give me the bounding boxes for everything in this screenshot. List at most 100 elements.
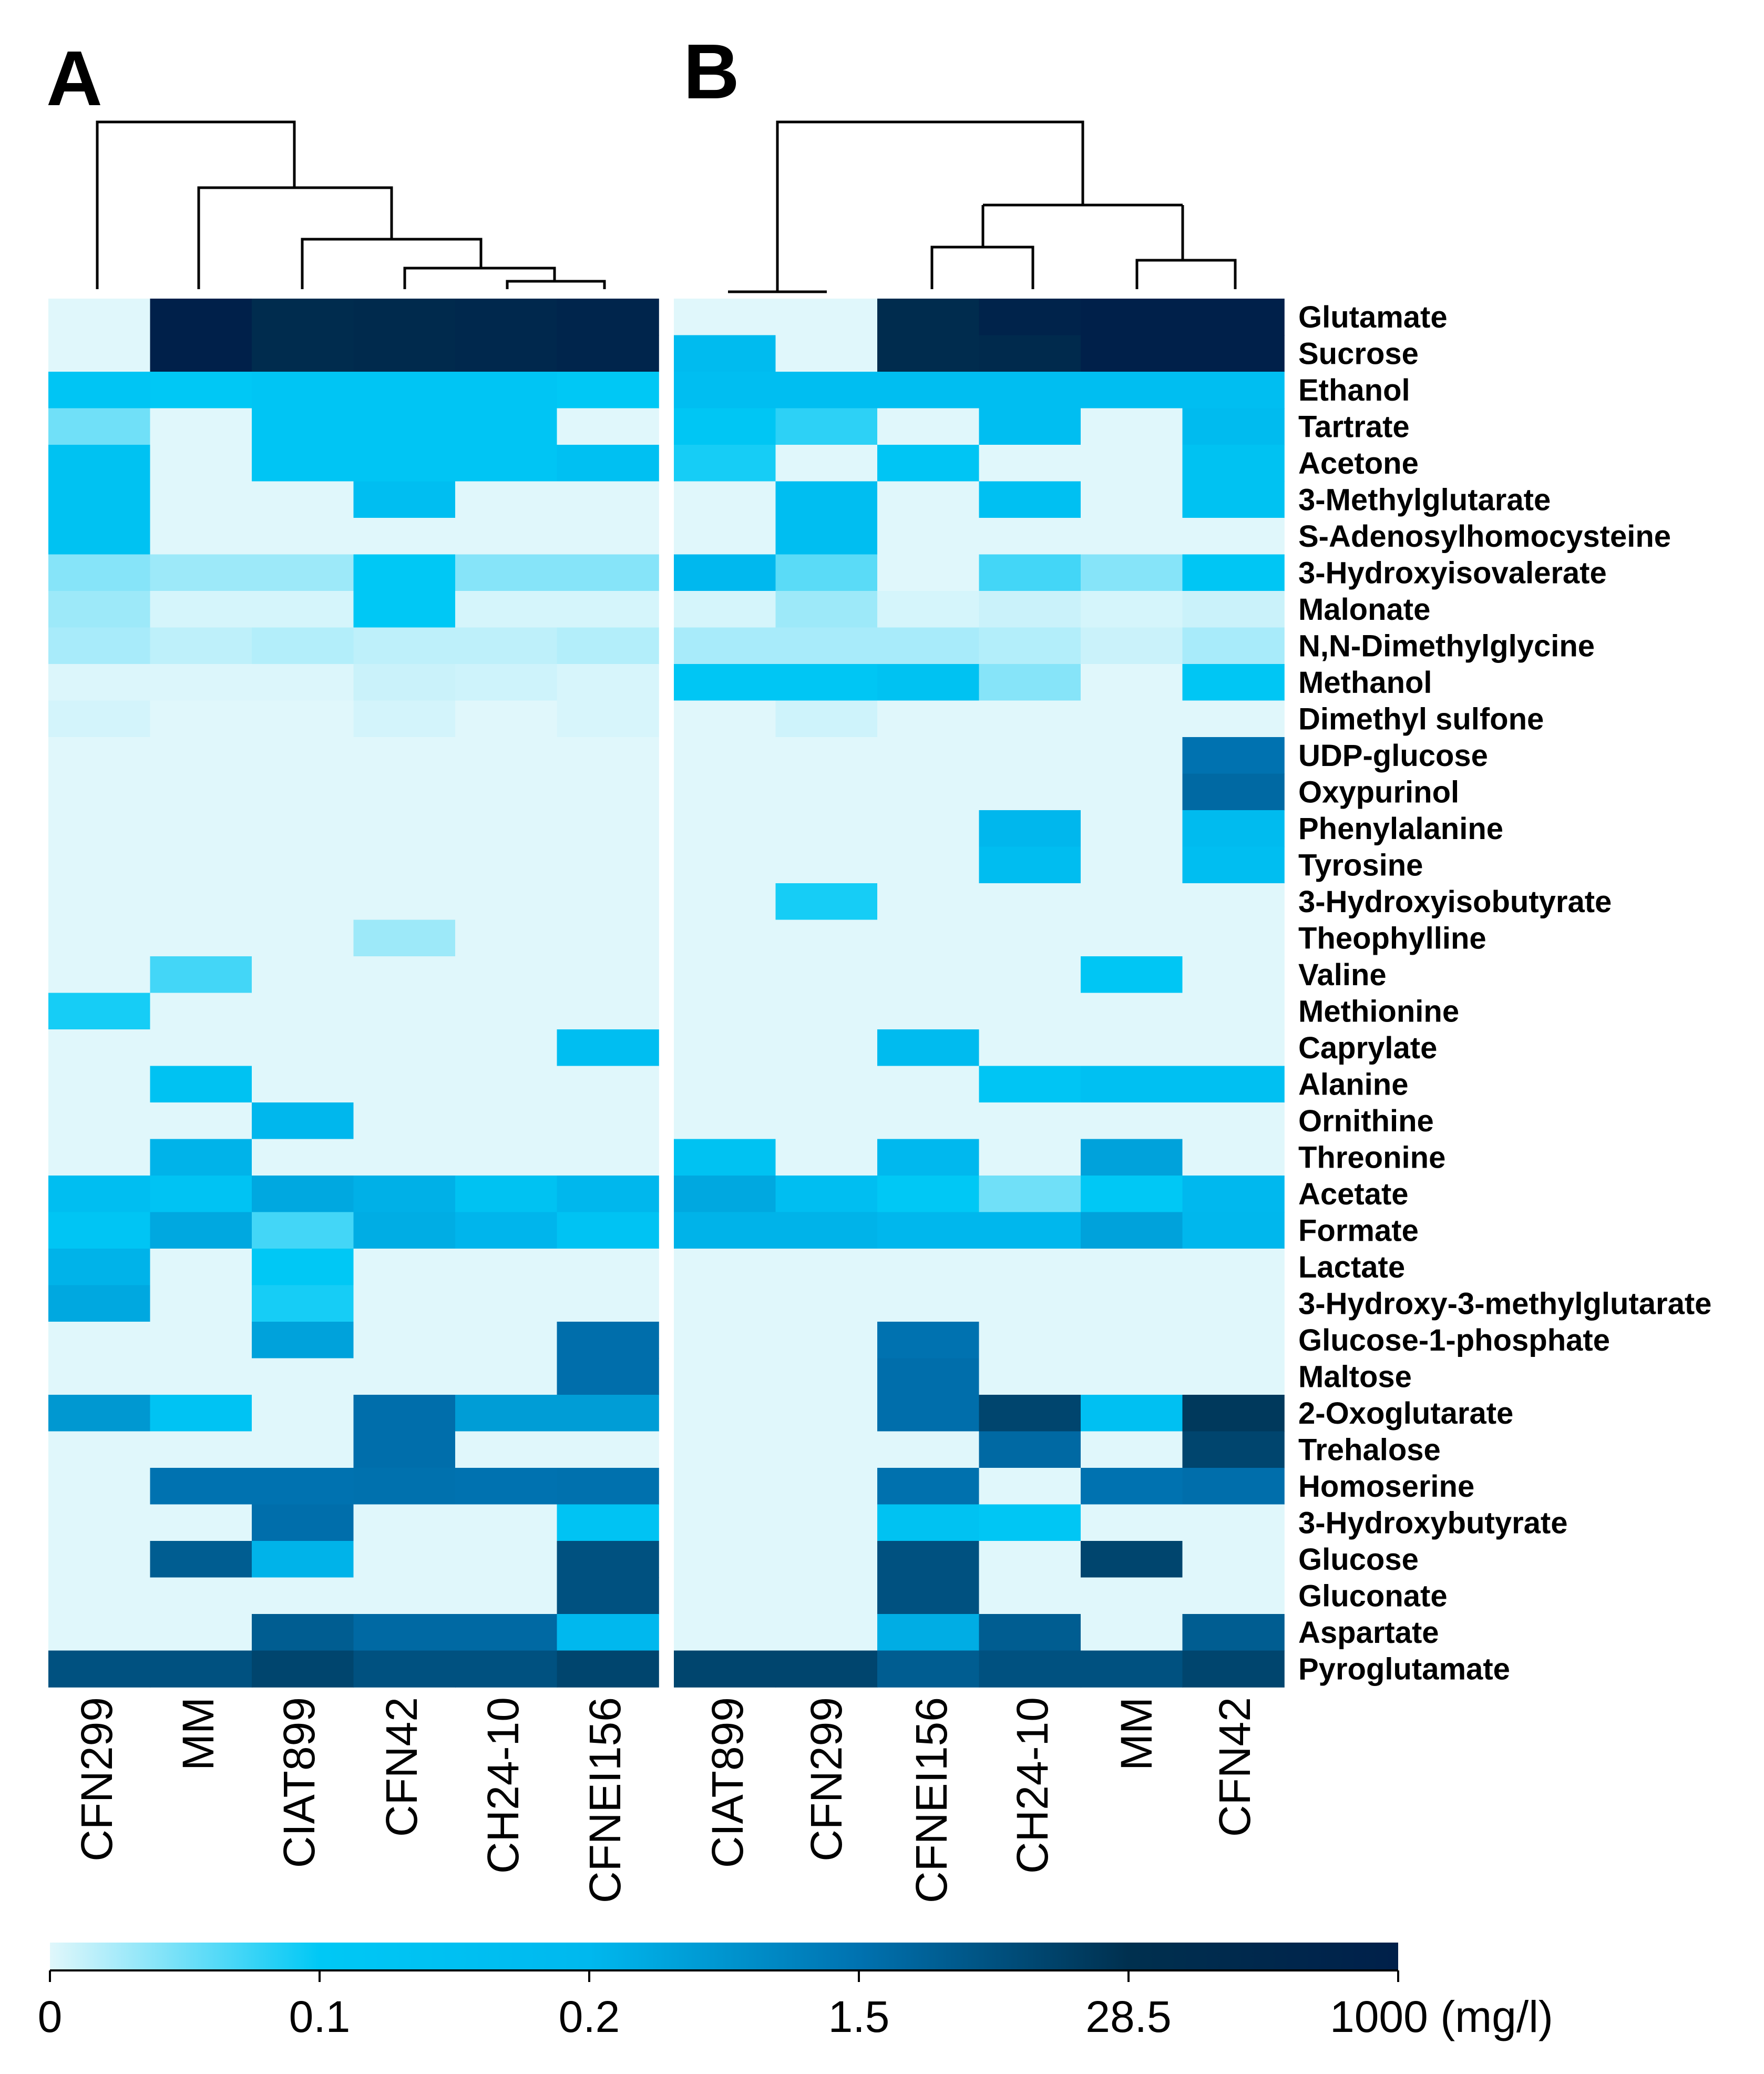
cell-b-r26-c3 — [979, 1249, 1081, 1286]
cell-b-r3-c2 — [877, 408, 980, 445]
cell-a-r21-c2 — [252, 1066, 354, 1103]
cell-a-r19-c1 — [150, 993, 252, 1030]
cell-b-r15-c2 — [877, 846, 980, 884]
cell-a-r2-c1 — [150, 372, 252, 409]
cell-a-r22-c0 — [48, 1102, 151, 1140]
cell-a-r12-c2 — [252, 737, 354, 774]
cell-a-r19-c2 — [252, 993, 354, 1030]
cell-b-r32-c0 — [674, 1468, 776, 1505]
cell-a-r31-c4 — [455, 1431, 558, 1468]
cell-b-r30-c3 — [979, 1395, 1081, 1432]
cell-a-r11-c2 — [252, 700, 354, 738]
cell-a-r25-c0 — [48, 1212, 151, 1249]
cell-b-r4-c0 — [674, 445, 776, 482]
cell-b-r3-c5 — [1182, 408, 1285, 445]
cell-a-r12-c4 — [455, 737, 558, 774]
cell-b-r0-c2 — [877, 299, 980, 336]
cell-a-r25-c5 — [557, 1212, 659, 1249]
cell-b-r11-c4 — [1081, 700, 1183, 738]
cell-a-r9-c5 — [557, 627, 659, 665]
cell-b-r20-c0 — [674, 1029, 776, 1067]
cell-a-r2-c2 — [252, 372, 354, 409]
cell-b-r16-c0 — [674, 883, 776, 921]
heatmap-panel-b — [674, 299, 1285, 1688]
column-label-b-0: CIAT899 — [703, 1697, 752, 1868]
cell-a-r32-c2 — [252, 1468, 354, 1505]
cell-a-r26-c2 — [252, 1249, 354, 1286]
row-label-0: Glutamate — [1298, 300, 1448, 334]
cell-a-r35-c5 — [557, 1577, 659, 1615]
cell-b-r5-c3 — [979, 481, 1081, 518]
cell-a-r16-c5 — [557, 883, 659, 921]
cell-a-r20-c3 — [353, 1029, 456, 1067]
row-label-3: Tartrate — [1298, 410, 1410, 444]
cell-a-r23-c2 — [252, 1139, 354, 1176]
cell-a-r35-c1 — [150, 1577, 252, 1615]
cell-b-r15-c1 — [775, 846, 878, 884]
cell-a-r34-c4 — [455, 1541, 558, 1578]
cell-a-r4-c5 — [557, 445, 659, 482]
cell-b-r29-c2 — [877, 1358, 980, 1395]
cell-b-r25-c3 — [979, 1212, 1081, 1249]
cell-a-r34-c2 — [252, 1541, 354, 1578]
cell-a-r27-c1 — [150, 1285, 252, 1322]
cell-a-r3-c4 — [455, 408, 558, 445]
row-label-10: Methanol — [1298, 666, 1432, 700]
cell-b-r13-c0 — [674, 773, 776, 811]
cell-b-r17-c5 — [1182, 919, 1285, 957]
cell-a-r36-c4 — [455, 1614, 558, 1651]
cell-a-r17-c0 — [48, 919, 151, 957]
cell-b-r10-c1 — [775, 664, 878, 701]
cell-a-r16-c0 — [48, 883, 151, 921]
cell-b-r26-c1 — [775, 1249, 878, 1286]
column-label-b-4: MM — [1112, 1697, 1161, 1771]
cell-a-r10-c0 — [48, 664, 151, 701]
cell-b-r18-c5 — [1182, 956, 1285, 994]
cell-b-r2-c4 — [1081, 372, 1183, 409]
cell-a-r15-c5 — [557, 846, 659, 884]
cell-a-r27-c0 — [48, 1285, 151, 1322]
cell-a-r20-c1 — [150, 1029, 252, 1067]
cell-a-r17-c4 — [455, 919, 558, 957]
cell-b-r30-c5 — [1182, 1395, 1285, 1432]
cell-a-r5-c0 — [48, 481, 151, 518]
cell-b-r25-c1 — [775, 1212, 878, 1249]
cell-a-r19-c3 — [353, 993, 456, 1030]
cell-a-r28-c5 — [557, 1322, 659, 1359]
cell-b-r5-c1 — [775, 481, 878, 518]
cell-a-r24-c3 — [353, 1176, 456, 1213]
cell-a-r21-c0 — [48, 1066, 151, 1103]
cell-b-r6-c0 — [674, 518, 776, 555]
cell-b-r36-c4 — [1081, 1614, 1183, 1651]
cell-b-r5-c0 — [674, 481, 776, 518]
cell-a-r8-c5 — [557, 591, 659, 628]
cell-a-r3-c2 — [252, 408, 354, 445]
cell-b-r7-c0 — [674, 554, 776, 591]
cell-a-r21-c3 — [353, 1066, 456, 1103]
cell-a-r7-c2 — [252, 554, 354, 591]
cell-b-r30-c0 — [674, 1395, 776, 1432]
cell-a-r36-c1 — [150, 1614, 252, 1651]
cell-a-r17-c3 — [353, 919, 456, 957]
cell-b-r19-c4 — [1081, 993, 1183, 1030]
cell-b-r12-c1 — [775, 737, 878, 774]
cell-a-r33-c1 — [150, 1504, 252, 1541]
cell-a-r22-c1 — [150, 1102, 252, 1140]
cell-b-r35-c4 — [1081, 1577, 1183, 1615]
cell-a-r31-c0 — [48, 1431, 151, 1468]
cell-a-r27-c2 — [252, 1285, 354, 1322]
row-label-21: Alanine — [1298, 1067, 1409, 1101]
cell-a-r15-c0 — [48, 846, 151, 884]
row-label-34: Glucose — [1298, 1542, 1419, 1577]
column-label-a-3: CFN42 — [377, 1697, 426, 1837]
cell-b-r9-c2 — [877, 627, 980, 665]
cell-b-r10-c5 — [1182, 664, 1285, 701]
cell-a-r33-c4 — [455, 1504, 558, 1541]
cell-a-r0-c0 — [48, 299, 151, 336]
cell-a-r17-c5 — [557, 919, 659, 957]
cell-b-r33-c0 — [674, 1504, 776, 1541]
cell-b-r34-c0 — [674, 1541, 776, 1578]
cell-b-r21-c3 — [979, 1066, 1081, 1103]
cell-b-r4-c3 — [979, 445, 1081, 482]
cell-b-r27-c4 — [1081, 1285, 1183, 1322]
